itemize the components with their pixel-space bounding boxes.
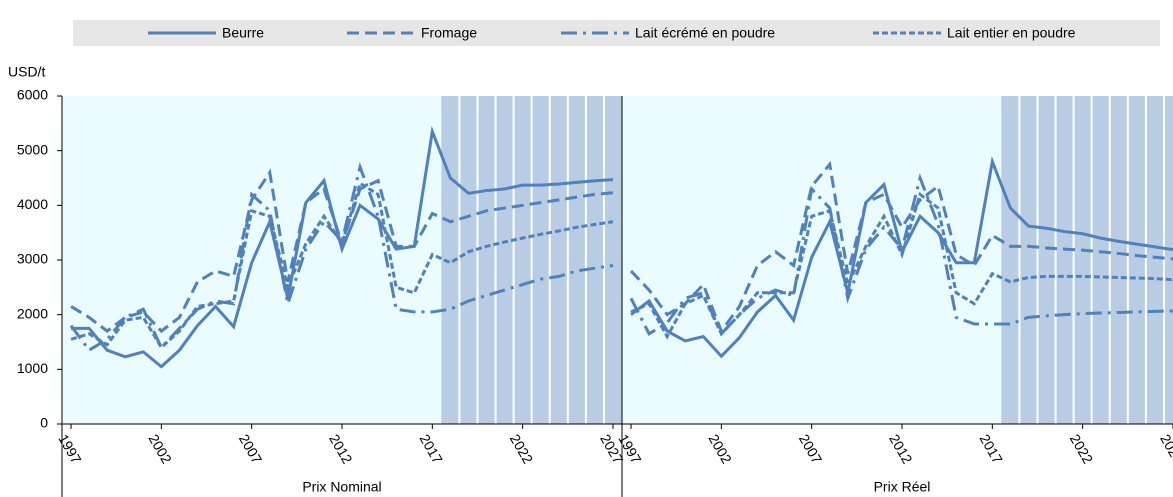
y-tick-label: 1000 <box>17 360 48 376</box>
x-tick-label: 2007 <box>236 431 266 466</box>
y-tick-label: 6000 <box>17 87 48 103</box>
x-tick-label: 2027 <box>1157 431 1173 466</box>
y-tick-label: 5000 <box>17 141 48 157</box>
x-tick-label: 2022 <box>1067 431 1097 466</box>
series-line <box>70 181 614 350</box>
x-tick-label: 2007 <box>796 431 826 466</box>
y-axis-label: USD/t <box>8 64 45 80</box>
legend-label: Fromage <box>421 25 477 41</box>
x-tick-label: 2022 <box>507 431 537 466</box>
series-line <box>69 161 614 353</box>
legend-label: Lait écrémé en poudre <box>635 25 775 41</box>
x-tick-label: 2002 <box>706 431 736 466</box>
projection-shade <box>1001 96 1173 424</box>
y-tick-label: 2000 <box>17 305 48 321</box>
y-tick-label: 4000 <box>17 196 48 212</box>
y-tick-label: 3000 <box>17 251 48 267</box>
legend-label: Lait entier en poudre <box>947 25 1076 41</box>
legend-label: Beurre <box>222 25 264 41</box>
x-tick-label: 2012 <box>886 431 916 466</box>
x-axis-label: Prix Nominal <box>302 479 381 495</box>
x-axis-label: Prix Réel <box>874 479 931 495</box>
series-line <box>70 168 614 334</box>
x-tick-label: 2002 <box>146 431 176 466</box>
x-tick-label: 2017 <box>417 431 447 466</box>
series-line <box>630 191 1173 340</box>
x-tick-label: 1997 <box>55 431 85 466</box>
x-tick-label: 2017 <box>977 431 1007 466</box>
series-line <box>71 125 614 369</box>
y-tick-label: 0 <box>40 415 48 431</box>
x-tick-label: 2012 <box>326 431 356 466</box>
